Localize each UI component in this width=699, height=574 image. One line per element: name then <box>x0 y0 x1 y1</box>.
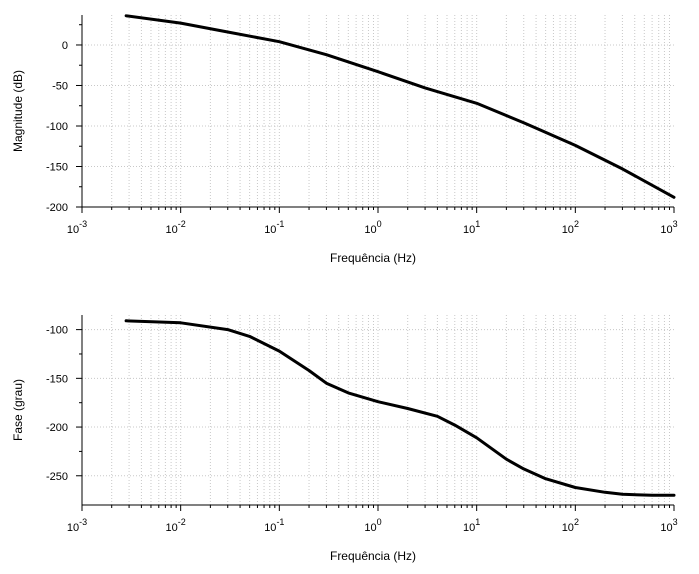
x-tick-label: 10-3 <box>67 517 87 534</box>
x-tick-label: 10-2 <box>166 219 186 236</box>
y-tick-label: -200 <box>46 202 68 214</box>
x-axis-label: Frequência (Hz) <box>330 549 416 563</box>
x-tick-label: 100 <box>364 517 381 534</box>
x-tick-label: 102 <box>562 517 579 534</box>
series-line <box>124 14 676 199</box>
x-tick-label: 10-2 <box>166 517 186 534</box>
x-tick-label: 101 <box>463 219 480 236</box>
x-tick-label: 10-1 <box>264 219 284 236</box>
x-tick-label: 103 <box>660 517 677 534</box>
y-axis-label: Fase (grau) <box>11 379 25 441</box>
y-tick-label: -150 <box>46 373 68 385</box>
y-tick-label: -250 <box>46 471 68 483</box>
y-tick-label: -100 <box>46 121 68 133</box>
x-axis-label: Frequência (Hz) <box>330 251 416 265</box>
plot-panel-1: 10-3 10-2 10-1 100 101 102 103 0 -50 -100 -150 -200… <box>11 14 678 265</box>
y-tick-label: -150 <box>46 161 68 173</box>
x-tick-label: 10-1 <box>264 517 284 534</box>
series-line <box>124 319 676 497</box>
y-tick-label: 0 <box>62 40 68 52</box>
x-tick-label: 10-3 <box>67 219 87 236</box>
x-tick-label: 102 <box>562 219 579 236</box>
x-tick-label: 101 <box>463 517 480 534</box>
x-tick-label: 100 <box>364 219 381 236</box>
plot-panel-2: 10-3 10-2 10-1 100 101 102 103 -100 -150 -200 -250… <box>11 315 678 563</box>
y-tick-label: -100 <box>46 325 68 337</box>
y-axis-label: Magnitude (dB) <box>11 70 25 152</box>
y-tick-label: -200 <box>46 422 68 434</box>
x-tick-label: 103 <box>660 219 677 236</box>
y-tick-label: -50 <box>52 80 68 92</box>
